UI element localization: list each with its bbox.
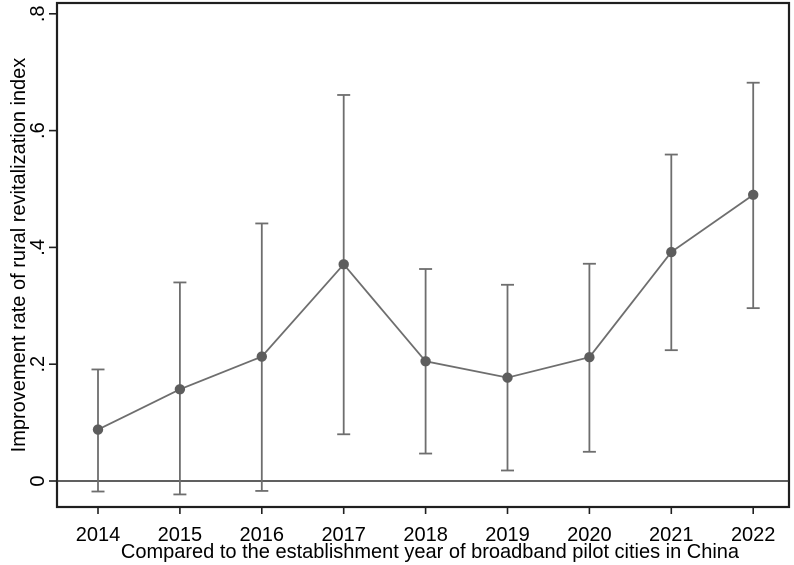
x-tick-label: 2016 — [240, 524, 285, 546]
x-tick-label: 2020 — [567, 524, 612, 546]
data-point — [666, 246, 677, 258]
x-tick-label: 2014 — [76, 524, 121, 546]
data-point — [420, 356, 431, 367]
data-point — [502, 372, 513, 383]
data-point — [338, 259, 349, 270]
x-tick-label: 2019 — [485, 524, 530, 546]
data-point — [748, 189, 759, 201]
x-axis-title: Compared to the establishment year of br… — [121, 541, 740, 563]
data-point — [92, 424, 104, 435]
x-tick-label: 2018 — [403, 524, 448, 546]
x-tick-label: 2015 — [158, 524, 203, 546]
y-tick-label: .4 — [27, 239, 49, 256]
x-tick-label: 2022 — [731, 524, 776, 546]
data-point — [584, 351, 595, 363]
data-point — [174, 384, 186, 395]
y-tick-label: .2 — [27, 356, 49, 373]
x-tick-label: 2021 — [649, 524, 694, 546]
y-axis-title: Improvement rate of rural revitalization… — [8, 58, 30, 453]
y-tick-label: .6 — [27, 122, 49, 139]
plot-border — [55, 1, 791, 509]
y-tick-label: 0 — [27, 475, 49, 486]
data-point — [256, 351, 267, 362]
y-tick-label: .8 — [27, 5, 49, 22]
x-tick-label: 2017 — [321, 524, 366, 546]
